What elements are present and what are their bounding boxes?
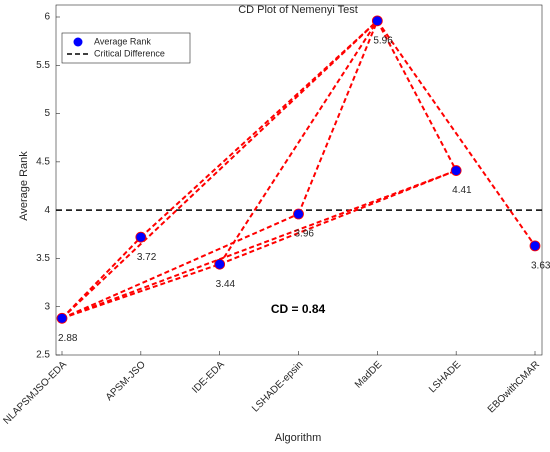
y-tick-label: 3.5 [36, 253, 50, 264]
value-label: 5.96 [373, 36, 393, 47]
connection [140, 20, 379, 238]
value-label: 3.72 [137, 252, 157, 263]
point [56, 312, 68, 324]
point [371, 15, 383, 27]
y-axis-label: Average Rank [18, 151, 30, 221]
value-label: 3.63 [531, 261, 550, 272]
connection [61, 213, 299, 320]
legend-marker [73, 37, 83, 47]
legend-label: Critical Difference [94, 48, 165, 58]
y-tick-label: 5.5 [36, 60, 50, 71]
connection [376, 20, 536, 247]
value-label: 2.88 [58, 333, 78, 344]
connection [218, 20, 379, 265]
connection [61, 20, 379, 320]
plot-area [55, 4, 543, 356]
y-tick-label: 2.5 [36, 350, 50, 361]
point [135, 231, 147, 243]
legend-box [61, 32, 191, 64]
value-label: 3.96 [295, 229, 315, 240]
point [529, 240, 541, 252]
legend-label: Average Rank [94, 36, 151, 46]
connection [219, 169, 457, 266]
point [293, 208, 304, 220]
connection [61, 169, 457, 320]
chart-title: CD Plot of Nemenyi Test [238, 4, 358, 16]
y-tick-label: 6 [44, 12, 50, 23]
value-label: 3.44 [216, 279, 236, 290]
y-tick-label: 5 [44, 108, 50, 119]
y-tick-label: 4.5 [36, 156, 50, 167]
x-axis-label: Algorithm [275, 432, 321, 444]
point [450, 165, 462, 176]
value-label: 4.41 [452, 185, 472, 196]
connection [297, 20, 379, 215]
connection [376, 20, 458, 172]
y-tick-label: 4 [44, 205, 50, 216]
y-tick-label: 3 [44, 301, 50, 312]
annotation: CD = 0.84 [271, 302, 326, 316]
point [214, 258, 226, 270]
